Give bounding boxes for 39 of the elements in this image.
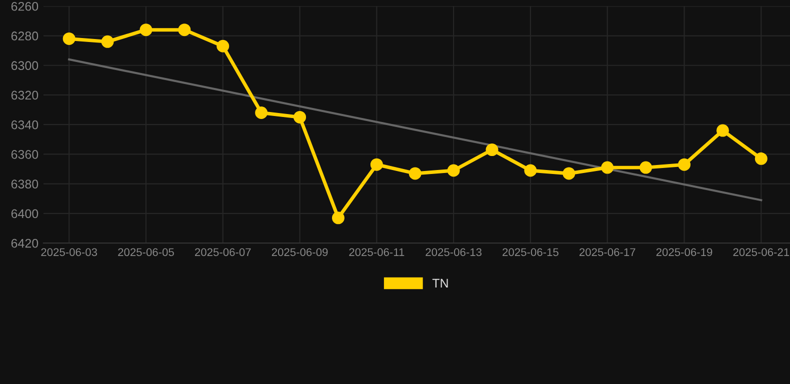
y-tick-label: 6400: [11, 209, 38, 218]
point: [716, 124, 729, 137]
point: [140, 24, 152, 36]
point: [370, 158, 383, 171]
point: [486, 144, 498, 156]
x-tick-label: 2025-06-09: [272, 248, 328, 256]
point: [524, 164, 537, 177]
x-tick-label: 2025-06-19: [656, 248, 712, 256]
y-tick-label: 6260: [11, 2, 38, 11]
x-tick-label: 2025-06-05: [118, 248, 174, 256]
x-tick-label: 2025-06-17: [580, 248, 636, 256]
point: [562, 167, 576, 180]
point: [294, 110, 306, 124]
y-tick-label: 6360: [11, 150, 38, 159]
y-tick-label: 6380: [11, 180, 38, 188]
point: [178, 24, 191, 36]
y-tick-label: 6280: [11, 32, 38, 40]
x-tick-label: 2025-06-03: [41, 248, 98, 256]
point: [678, 158, 691, 171]
y-tick-label: 6420: [11, 238, 38, 248]
point: [332, 212, 344, 224]
point: [447, 164, 460, 177]
legend-label: TN: [432, 278, 448, 288]
x-tick-label: 2025-06-07: [195, 248, 251, 256]
x-tick-label: 2025-06-15: [502, 248, 558, 256]
y-tick-label: 6340: [11, 120, 38, 130]
point: [62, 32, 76, 45]
point: [640, 161, 652, 174]
point: [101, 35, 114, 48]
x-tick-label: 2025-06-21: [733, 248, 790, 256]
point: [255, 106, 268, 120]
point: [408, 167, 422, 180]
point: [601, 161, 614, 174]
x-tick-label: 2025-06-11: [349, 248, 404, 256]
point: [216, 40, 230, 52]
y-tick-label: 6300: [11, 61, 38, 70]
point: [754, 152, 768, 165]
x-tick-label: 2025-06-13: [426, 248, 482, 256]
y-tick-label: 6320: [11, 90, 38, 100]
